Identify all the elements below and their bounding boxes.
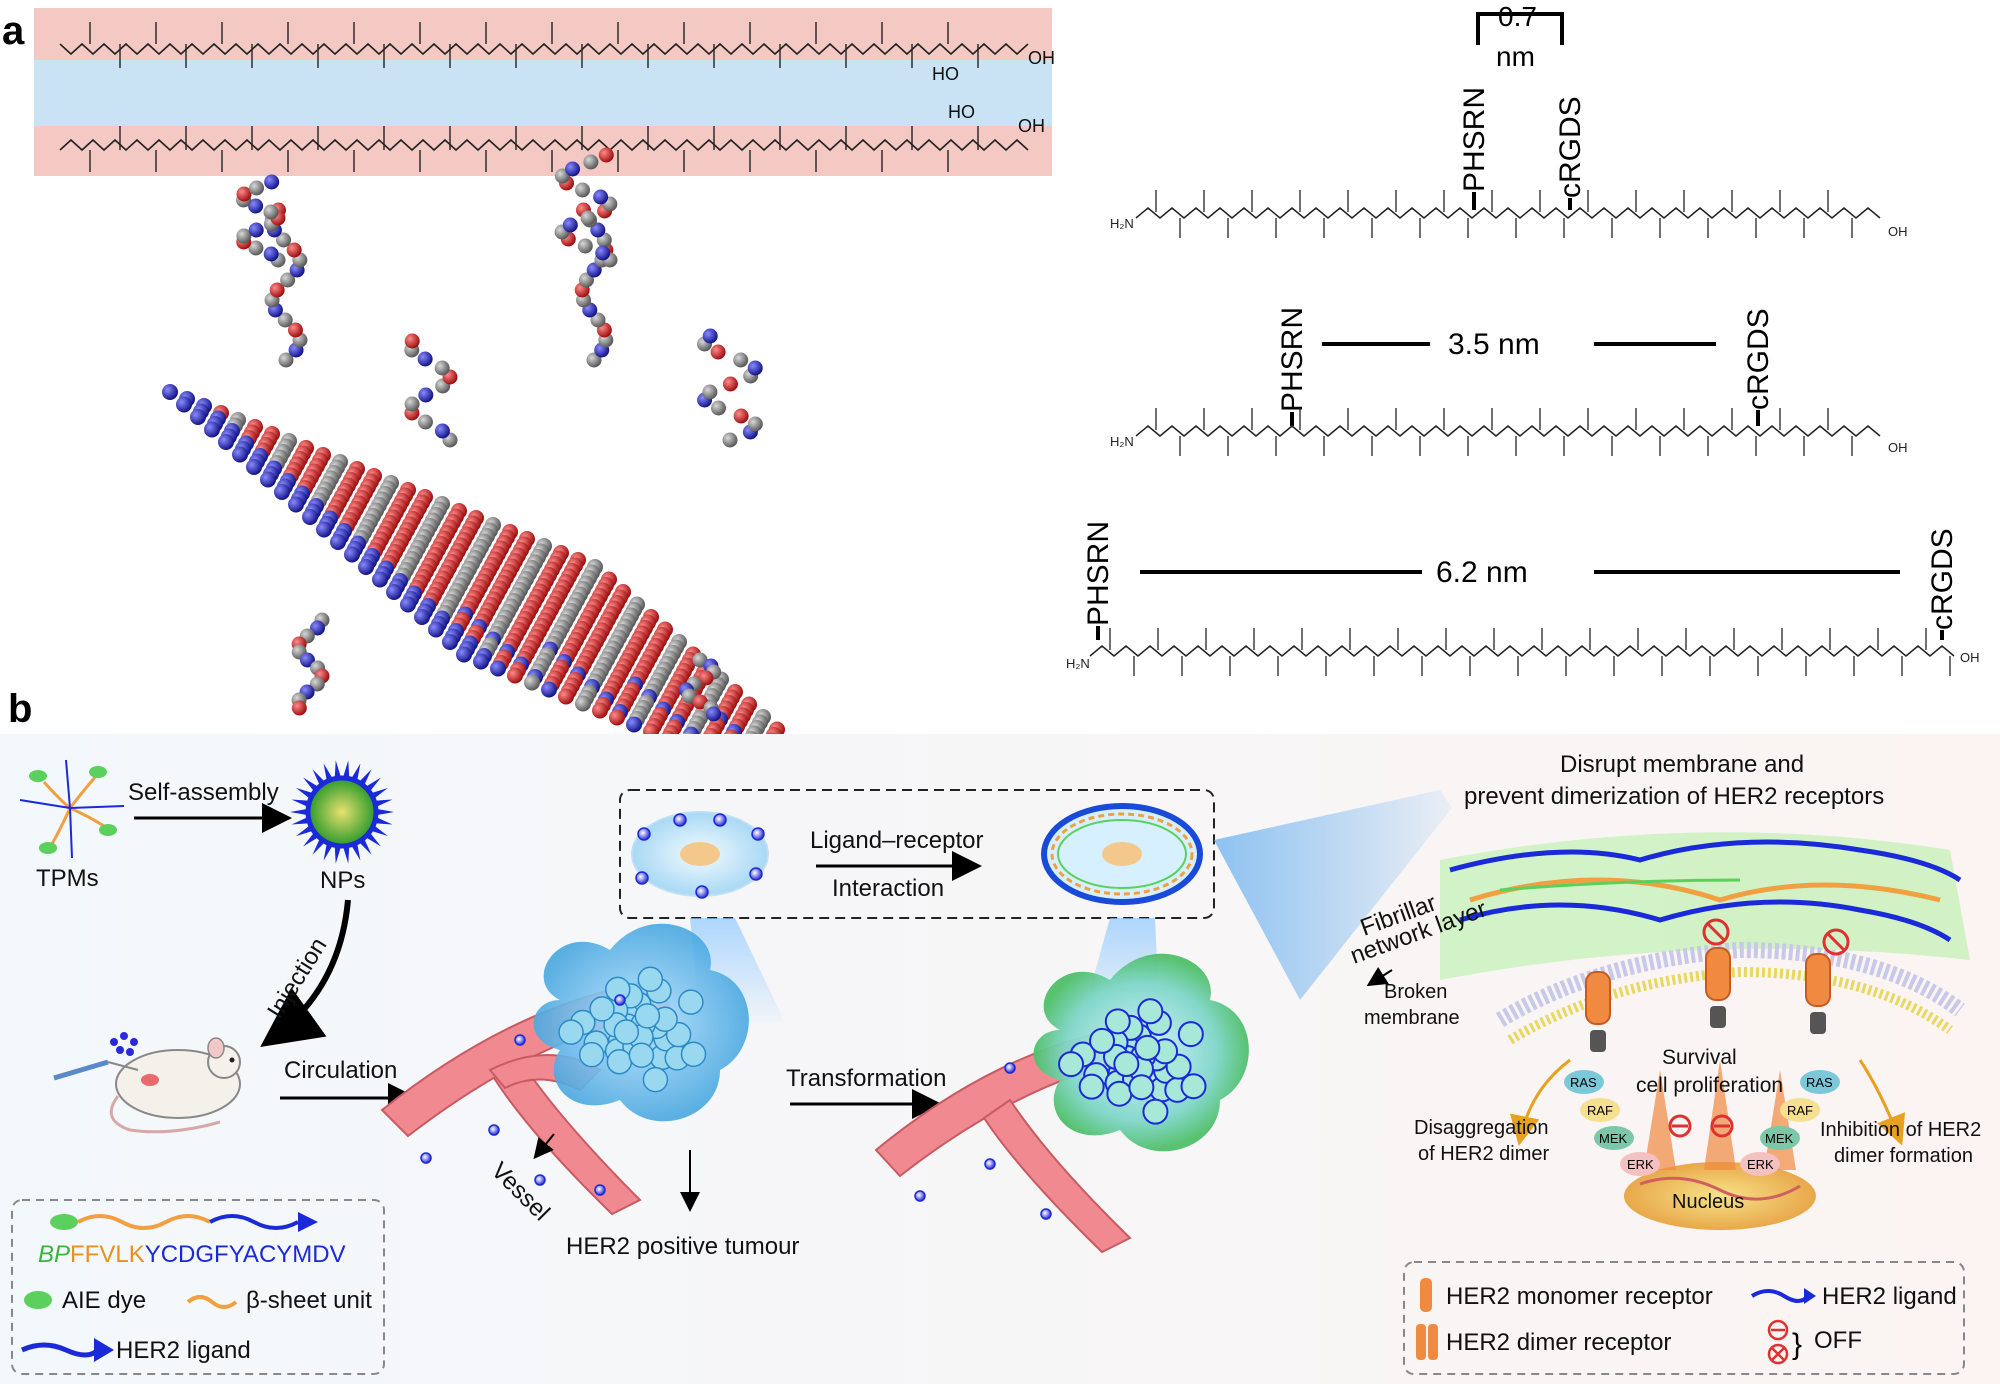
- atom-oh-r3: OH: [1960, 650, 1980, 665]
- atom-oh-top: OH: [1028, 48, 1055, 68]
- cell-after: [1041, 803, 1203, 905]
- her2-ligand-icon-left: [20, 1342, 100, 1358]
- nanoparticle: [290, 760, 394, 864]
- legend-right-box: [1403, 1261, 1965, 1375]
- kinase-erk-right: ERK: [1740, 1152, 1780, 1176]
- tpms-label: TPMs: [36, 865, 99, 892]
- spacing-top-value: 0.7: [1498, 1, 1537, 32]
- legend-off: OFF: [1814, 1327, 1862, 1354]
- legend-beta-sheet: β-sheet unit: [246, 1287, 372, 1314]
- her2-monomer-icon: [1420, 1278, 1432, 1312]
- tumour-label: HER2 positive tumour: [566, 1233, 799, 1260]
- her2-ligand-icon-right: [1750, 1289, 1810, 1303]
- svg-text:RAS: RAS: [1806, 1075, 1833, 1090]
- atom-h2n-3: H₂N: [1066, 656, 1090, 671]
- nanofiber-molecular-model: [162, 147, 897, 838]
- legend-her2-monomer: HER2 monomer receptor: [1446, 1283, 1713, 1310]
- disaggregation-label-1: Disaggregation: [1414, 1117, 1549, 1139]
- nucleus-label: Nucleus: [1672, 1191, 1744, 1213]
- sequence-aie-icon: [50, 1214, 78, 1230]
- circulation-label: Circulation: [284, 1057, 397, 1084]
- peptide-amphiphile-structures: 0.7 nm PHSRN cRGDS 3.5 nm PHSRN cRGDS 6.…: [1066, 1, 1980, 676]
- svg-text:MEK: MEK: [1765, 1131, 1794, 1146]
- kinase-erk-left: ERK: [1620, 1152, 1660, 1176]
- self-assembly-label: Self-assembly: [128, 779, 279, 806]
- vessel-tumour-before: [380, 923, 749, 1216]
- zoom-beam-3: [1214, 790, 1452, 1000]
- legend-her2-ligand-left: HER2 ligand: [116, 1337, 251, 1364]
- injection-arrow: [260, 899, 351, 1047]
- atom-h2n-1: H₂N: [1110, 216, 1134, 231]
- legend-her2-dimer: HER2 dimer receptor: [1446, 1329, 1671, 1356]
- broken-label-2: membrane: [1364, 1007, 1460, 1029]
- atom-oh-bottom: OH: [1018, 116, 1045, 136]
- cell-before: [631, 811, 769, 899]
- svg-text:ERK: ERK: [1627, 1157, 1654, 1172]
- her2-dimer-icon: [1416, 1324, 1438, 1360]
- mouse-icon: [53, 1032, 241, 1134]
- kinase-raf-right: RAF: [1780, 1098, 1820, 1122]
- inhibition-label-2: dimer formation: [1834, 1145, 1973, 1167]
- transformation-label: Transformation: [786, 1065, 947, 1092]
- off-icons: [1767, 1319, 1789, 1365]
- survival-label: Survival: [1662, 1046, 1737, 1069]
- atom-h2n-2: H₂N: [1110, 434, 1134, 449]
- nps-label: NPs: [320, 867, 365, 894]
- ligand-receptor-box: [619, 789, 1215, 919]
- spacing-mid-value: 3.5 nm: [1448, 328, 1540, 361]
- legend-aie-dye: AIE dye: [62, 1287, 146, 1314]
- tpms-molecule: [19, 759, 125, 859]
- bilayer-chains: [59, 22, 1029, 172]
- kinase-mek-left: MEK: [1594, 1126, 1634, 1150]
- legend-left-box: [11, 1199, 385, 1375]
- kinase-raf-left: RAF: [1580, 1098, 1620, 1122]
- svg-text:}: }: [1792, 1328, 1802, 1361]
- panel-a-label: a: [2, 9, 25, 53]
- proliferation-label: cell proliferation: [1636, 1074, 1783, 1097]
- legend-her2-ligand-right: HER2 ligand: [1822, 1283, 1957, 1310]
- interaction-label: Interaction: [832, 875, 944, 902]
- ligand-crgds-2: cRGDS: [1742, 308, 1775, 410]
- hydrophobic-band: [34, 60, 1052, 126]
- atom-ho-bottom: HO: [948, 102, 975, 122]
- ligand-phsrn-3: PHSRN: [1082, 521, 1115, 626]
- broken-label-1: Broken: [1384, 981, 1447, 1003]
- svg-text:ERK: ERK: [1747, 1157, 1774, 1172]
- ligand-crgds-3: cRGDS: [1926, 528, 1959, 630]
- kinase-mek-right: MEK: [1760, 1126, 1800, 1150]
- peptide-backbones: [1089, 190, 1955, 676]
- atom-oh-r2: OH: [1888, 440, 1908, 455]
- peptide-bilayer-schematic: OH OH HO HO: [34, 8, 1055, 176]
- vessel-tumour-after: [874, 953, 1249, 1254]
- disrupt-title-2: prevent dimerization of HER2 receptors: [1464, 783, 1884, 810]
- spacing-bracket-top: [1476, 12, 1564, 45]
- svg-text:RAF: RAF: [1787, 1103, 1813, 1118]
- ligand-phsrn-2: PHSRN: [1276, 307, 1309, 412]
- svg-text:MEK: MEK: [1599, 1131, 1628, 1146]
- sequence-text: BPFFVLKYCDGFYACYMDV: [38, 1241, 346, 1268]
- kinase-ras-right: RAS: [1800, 1070, 1840, 1094]
- inhibition-label-1: Inhibition of HER2: [1820, 1119, 1981, 1141]
- ligand-phsrn-1: PHSRN: [1458, 87, 1491, 192]
- aie-dye-icon: [24, 1291, 52, 1309]
- kinase-ras-left: RAS: [1564, 1070, 1604, 1094]
- panel-b-label: b: [8, 687, 32, 731]
- membrane-mechanism: [1440, 832, 1970, 1230]
- disaggregation-label-2: of HER2 dimer: [1418, 1143, 1549, 1165]
- beta-sheet-icon: [186, 1295, 238, 1309]
- ligand-receptor-label: Ligand–receptor: [810, 827, 983, 854]
- ligand-crgds-1: cRGDS: [1554, 96, 1587, 198]
- atom-oh-r1: OH: [1888, 224, 1908, 239]
- svg-text:RAS: RAS: [1570, 1075, 1597, 1090]
- disrupt-title-1: Disrupt membrane and: [1560, 751, 1804, 778]
- svg-text:RAF: RAF: [1587, 1103, 1613, 1118]
- atom-ho-top: HO: [932, 64, 959, 84]
- spacing-top-unit: nm: [1496, 41, 1535, 72]
- spacing-bottom-value: 6.2 nm: [1436, 556, 1528, 589]
